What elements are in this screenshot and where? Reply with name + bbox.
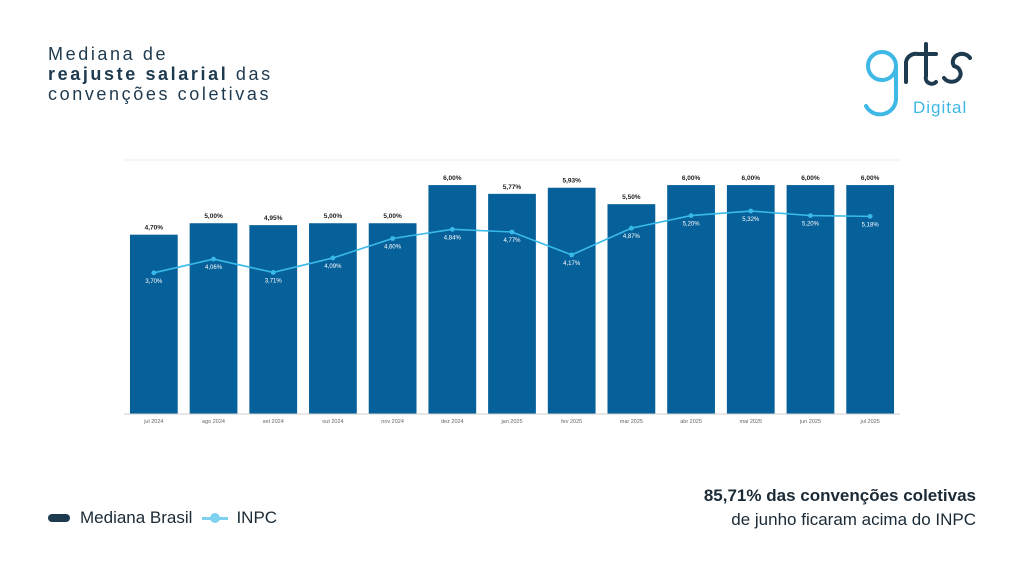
grts-logo — [864, 42, 972, 117]
bar-value-label-6: 5,77% — [503, 184, 522, 191]
title-line-2: reajuste salarial das — [48, 64, 273, 84]
inpc-value-label-2: 3,71% — [265, 278, 283, 284]
bar-value-label-7: 5,93% — [562, 178, 581, 185]
inpc-point-9 — [688, 213, 694, 218]
bar-value-label-4: 5,00% — [383, 213, 402, 220]
bar-value-label-3: 5,00% — [324, 213, 343, 220]
bar-5 — [428, 185, 477, 414]
x-tick-label-10: mai 2025 — [739, 419, 762, 425]
bar-11 — [786, 185, 835, 414]
x-tick-label-9: abr 2025 — [680, 419, 702, 425]
bar-value-label-8: 5,50% — [622, 194, 641, 201]
inpc-value-label-0: 3,70% — [145, 279, 163, 285]
x-tick-label-5: dez 2024 — [441, 419, 464, 425]
bar-2 — [249, 225, 298, 414]
bar-value-label-1: 5,00% — [204, 213, 223, 220]
inpc-value-label-9: 5,20% — [683, 222, 701, 228]
bar-9 — [667, 185, 715, 414]
logo-wordmark: Digital — [913, 98, 968, 117]
inpc-point-4 — [390, 236, 396, 241]
bar-value-label-2: 4,95% — [264, 215, 283, 222]
inpc-point-12 — [867, 213, 873, 219]
bar-value-label-9: 6,00% — [682, 175, 701, 182]
inpc-point-8 — [628, 225, 634, 231]
inpc-value-label-6: 4,77% — [503, 238, 521, 244]
bar-line-chart: 4,70% 5,00% 4,95% 5,00% 5,00% 6,00% 5,77% 5,93%… — [124, 159, 900, 425]
inpc-point-11 — [808, 213, 813, 218]
page-title: Mediana de reajuste salarial das convenç… — [48, 44, 273, 104]
inpc-point-3 — [330, 255, 336, 261]
bar-value-label-10: 6,00% — [742, 175, 761, 182]
x-tick-label-0: jul 2024 — [143, 419, 163, 425]
chart-legend: Mediana Brasil INPC — [48, 508, 277, 528]
bar-10 — [726, 185, 775, 414]
summary-note-bold: 85,71% das convenções coletivas — [703, 486, 976, 505]
inpc-point-10 — [748, 208, 754, 214]
bar-1 — [189, 223, 238, 414]
bar-7 — [547, 187, 596, 414]
inpc-value-label-7: 4,17% — [563, 261, 581, 267]
title-line-2-bold: reajuste salarial — [48, 64, 229, 84]
bar-value-label-12: 6,00% — [861, 175, 880, 182]
legend-bar-label: Mediana Brasil — [80, 508, 193, 527]
x-tick-label-11: jun 2025 — [799, 419, 821, 425]
x-tick-label-3: out 2024 — [322, 419, 343, 425]
title-line-3: convenções coletivas — [48, 84, 272, 104]
inpc-value-label-8: 4,87% — [623, 234, 641, 240]
inpc-point-0 — [151, 270, 157, 276]
x-tick-label-7: fev 2025 — [561, 419, 582, 425]
inpc-value-label-11: 5,20% — [802, 222, 820, 228]
bar-3 — [309, 223, 357, 414]
inpc-point-7 — [569, 252, 575, 258]
inpc-point-6 — [509, 229, 515, 235]
inpc-value-label-3: 4,09% — [324, 264, 342, 270]
legend-line-label: INPC — [236, 508, 278, 527]
bar-8 — [607, 204, 656, 414]
summary-note-rest: de junho ficaram acima do INPC — [731, 510, 976, 529]
title-line-2-rest: das — [228, 64, 273, 84]
legend-bar-swatch — [48, 514, 70, 522]
bar-value-label-11: 6,00% — [801, 175, 820, 182]
x-tick-label-8: mar 2025 — [620, 419, 643, 425]
inpc-value-label-12: 5,18% — [862, 222, 880, 228]
inpc-value-label-10: 5,32% — [742, 217, 760, 223]
bar-4 — [368, 223, 417, 414]
summary-note: 85,71% das convenções coletivas de junho… — [704, 484, 976, 532]
inpc-point-2 — [270, 270, 276, 275]
inpc-point-5 — [449, 226, 455, 232]
inpc-point-1 — [211, 256, 216, 262]
inpc-value-label-1: 4,06% — [205, 265, 223, 271]
bar-0 — [129, 234, 178, 414]
bar-12 — [846, 185, 895, 414]
bar-6 — [488, 193, 536, 414]
bar-value-label-5: 6,00% — [443, 175, 462, 182]
x-tick-label-12: jul 2025 — [860, 419, 880, 425]
inpc-value-label-4: 4,60% — [384, 244, 402, 250]
x-tick-label-6: jan 2025 — [500, 419, 522, 425]
x-tick-label-2: set 2024 — [263, 419, 284, 425]
inpc-value-label-5: 4,84% — [444, 235, 462, 241]
x-tick-label-4: nov 2024 — [381, 419, 404, 425]
x-tick-label-1: ago 2024 — [202, 419, 225, 425]
title-line-1: Mediana de — [48, 44, 169, 64]
legend-line-swatch — [202, 512, 229, 523]
bar-value-label-0: 4,70% — [145, 225, 164, 232]
